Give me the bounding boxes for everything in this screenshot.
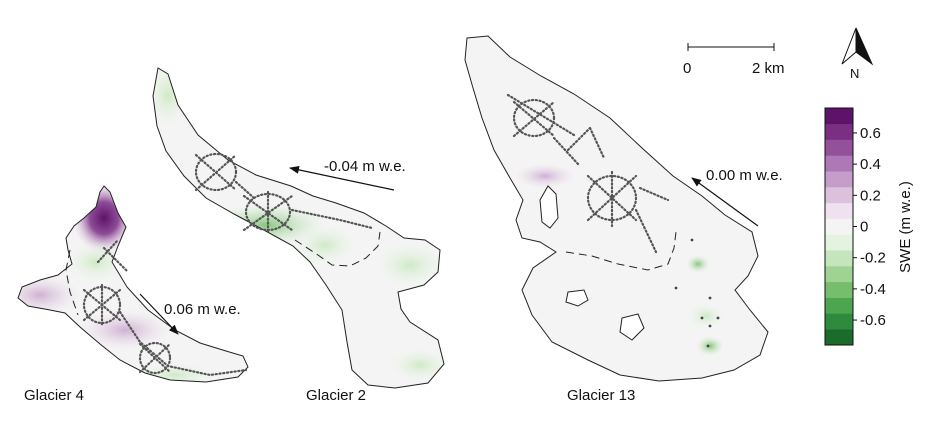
colorbar-ticks: 0.6 0.4 0.2 0 -0.2 -0.4 -0.6 xyxy=(853,125,886,329)
colorbar-band xyxy=(825,297,853,314)
scale-bar: 0 2 km xyxy=(683,43,785,77)
colorbar-tick-label: 0.6 xyxy=(860,125,881,142)
colorbar-band xyxy=(825,171,853,188)
colorbar-band xyxy=(825,202,853,219)
balance-label-glacier-2: -0.04 m w.e. xyxy=(324,158,406,175)
colorbar-tick-label: -0.6 xyxy=(860,312,886,329)
colorbar-band xyxy=(825,155,853,172)
scale-end-label: 2 km xyxy=(752,60,785,77)
colorbar-band xyxy=(825,329,853,346)
colorbar-band xyxy=(825,123,853,140)
colorbar-tick-label: -0.2 xyxy=(860,250,886,267)
balance-label-glacier-13: 0.00 m w.e. xyxy=(706,167,783,184)
colorbar-tick-label: 0.4 xyxy=(860,156,881,173)
colorbar-title: SWE (m w.e.) xyxy=(897,181,914,273)
north-label: N xyxy=(850,66,859,81)
colorbar-band xyxy=(825,139,853,156)
arrow-glacier-2 xyxy=(289,165,395,191)
colorbar-band xyxy=(825,108,853,125)
glacier-name-13: Glacier 13 xyxy=(567,387,635,404)
colorbar-band xyxy=(825,234,853,251)
colorbar: 0.6 0.4 0.2 0 -0.2 -0.4 -0.6 SWE (m w.e.) xyxy=(824,107,914,346)
glacier-13 xyxy=(464,35,769,382)
colorbar-tick-label: 0.2 xyxy=(860,187,881,204)
colorbar-band xyxy=(825,313,853,330)
arrow-glacier-13 xyxy=(691,177,759,227)
glacier-name-4: Glacier 4 xyxy=(24,387,84,404)
colorbar-band xyxy=(825,281,853,298)
north-arrow-icon: N xyxy=(841,27,874,81)
colorbar-band xyxy=(825,266,853,283)
colorbar-tick-label: 0 xyxy=(860,219,868,236)
glacier-name-2: Glacier 2 xyxy=(306,387,366,404)
colorbar-bands xyxy=(825,108,853,346)
colorbar-band xyxy=(825,250,853,267)
colorbar-band xyxy=(825,218,853,235)
colorbar-tick-label: -0.4 xyxy=(860,281,886,298)
arrow-glacier-4 xyxy=(139,293,179,335)
scale-start-label: 0 xyxy=(683,60,691,77)
balance-label-glacier-4: 0.06 m w.e. xyxy=(164,301,241,318)
colorbar-band xyxy=(825,187,853,204)
